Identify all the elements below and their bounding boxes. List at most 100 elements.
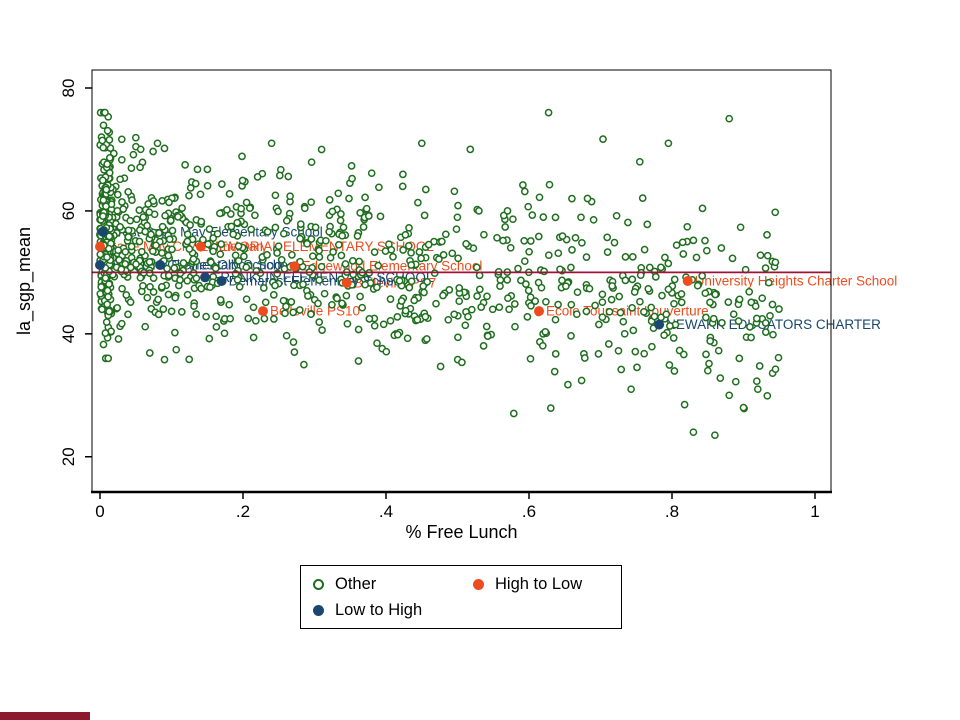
other-point bbox=[501, 223, 510, 231]
other-point bbox=[395, 276, 404, 285]
other-point bbox=[178, 204, 186, 212]
other-point bbox=[153, 139, 162, 148]
other-point bbox=[370, 321, 379, 330]
other-point bbox=[734, 317, 743, 325]
other-point bbox=[212, 312, 221, 321]
other-point bbox=[452, 225, 461, 234]
other-point bbox=[692, 253, 701, 262]
other-point bbox=[367, 169, 376, 178]
high-to-low-point bbox=[195, 241, 206, 252]
other-point bbox=[568, 246, 576, 254]
high-to-low-point bbox=[534, 306, 544, 317]
other-point bbox=[509, 409, 518, 418]
other-point bbox=[315, 253, 324, 261]
other-point bbox=[181, 161, 189, 169]
other-point bbox=[193, 165, 202, 174]
other-point bbox=[289, 338, 298, 346]
other-point bbox=[103, 160, 112, 168]
other-point bbox=[328, 300, 336, 309]
other-point bbox=[728, 254, 737, 263]
other-point bbox=[263, 251, 271, 259]
other-point bbox=[538, 341, 547, 350]
other-point bbox=[702, 350, 710, 359]
legend-label-low-to-high: Low to High bbox=[335, 600, 423, 619]
other-point bbox=[520, 236, 529, 245]
other-point bbox=[621, 276, 630, 285]
other-point bbox=[709, 314, 718, 323]
other-point bbox=[216, 209, 224, 218]
other-point bbox=[122, 291, 131, 299]
other-point bbox=[615, 292, 624, 301]
other-point bbox=[670, 275, 679, 284]
other-point bbox=[679, 250, 688, 258]
other-point bbox=[116, 175, 124, 184]
other-point bbox=[263, 227, 272, 236]
other-point bbox=[628, 275, 637, 284]
other-point bbox=[670, 367, 679, 375]
other-point bbox=[746, 323, 754, 331]
other-point bbox=[168, 245, 176, 254]
other-point bbox=[354, 325, 363, 334]
other-point bbox=[499, 236, 507, 245]
other-point bbox=[296, 234, 304, 243]
other-point bbox=[413, 315, 422, 324]
other-point bbox=[556, 265, 564, 274]
other-point bbox=[237, 204, 246, 213]
legend-item-high-to-low: High to Low bbox=[461, 575, 621, 594]
other-point bbox=[461, 321, 470, 330]
other-point bbox=[102, 185, 111, 194]
other-point bbox=[436, 362, 445, 371]
high-to-low-point bbox=[682, 276, 693, 286]
high-to-low-point bbox=[341, 277, 352, 288]
low-to-high-point bbox=[95, 260, 105, 270]
other-point bbox=[534, 232, 543, 241]
other-point bbox=[247, 225, 256, 234]
other-point bbox=[404, 241, 413, 250]
other-point bbox=[761, 328, 770, 336]
other-point bbox=[542, 297, 550, 306]
y-axis-title: la_sgp_mean bbox=[14, 227, 35, 335]
other-point bbox=[168, 226, 177, 235]
other-point bbox=[607, 295, 616, 304]
other-point bbox=[282, 216, 291, 225]
other-point bbox=[271, 281, 279, 290]
other-point bbox=[664, 139, 673, 148]
other-point bbox=[701, 236, 709, 245]
other-point bbox=[657, 263, 665, 272]
other-point bbox=[495, 303, 504, 312]
other-point bbox=[514, 264, 522, 273]
other-point bbox=[203, 181, 212, 190]
other-point bbox=[397, 297, 406, 305]
other-point bbox=[347, 162, 356, 170]
other-point bbox=[242, 198, 251, 207]
other-point bbox=[483, 292, 491, 301]
other-point bbox=[664, 285, 673, 294]
slide-accent-bar bbox=[0, 712, 90, 720]
other-point bbox=[616, 308, 625, 317]
other-point bbox=[614, 346, 623, 355]
other-point bbox=[318, 326, 326, 334]
other-point bbox=[598, 290, 607, 299]
other-point bbox=[604, 340, 613, 348]
low-to-high-marker-icon bbox=[301, 604, 335, 616]
other-point bbox=[245, 204, 254, 213]
other-scatter-layer bbox=[96, 108, 783, 440]
other-point bbox=[375, 183, 383, 192]
other-point bbox=[401, 231, 410, 239]
other-point bbox=[249, 333, 258, 342]
other-point bbox=[192, 274, 201, 283]
y-axis-tick-label: 60 bbox=[59, 201, 78, 220]
other-point bbox=[462, 240, 470, 248]
other-point bbox=[320, 289, 329, 298]
other-point bbox=[393, 330, 402, 339]
other-point bbox=[127, 242, 136, 251]
other-point bbox=[389, 252, 397, 261]
other-point bbox=[158, 249, 166, 257]
other-point bbox=[333, 294, 341, 303]
other-point bbox=[131, 133, 140, 142]
other-point bbox=[99, 340, 108, 349]
other-point bbox=[635, 157, 644, 166]
other-point bbox=[438, 237, 446, 246]
other-point bbox=[99, 212, 107, 220]
